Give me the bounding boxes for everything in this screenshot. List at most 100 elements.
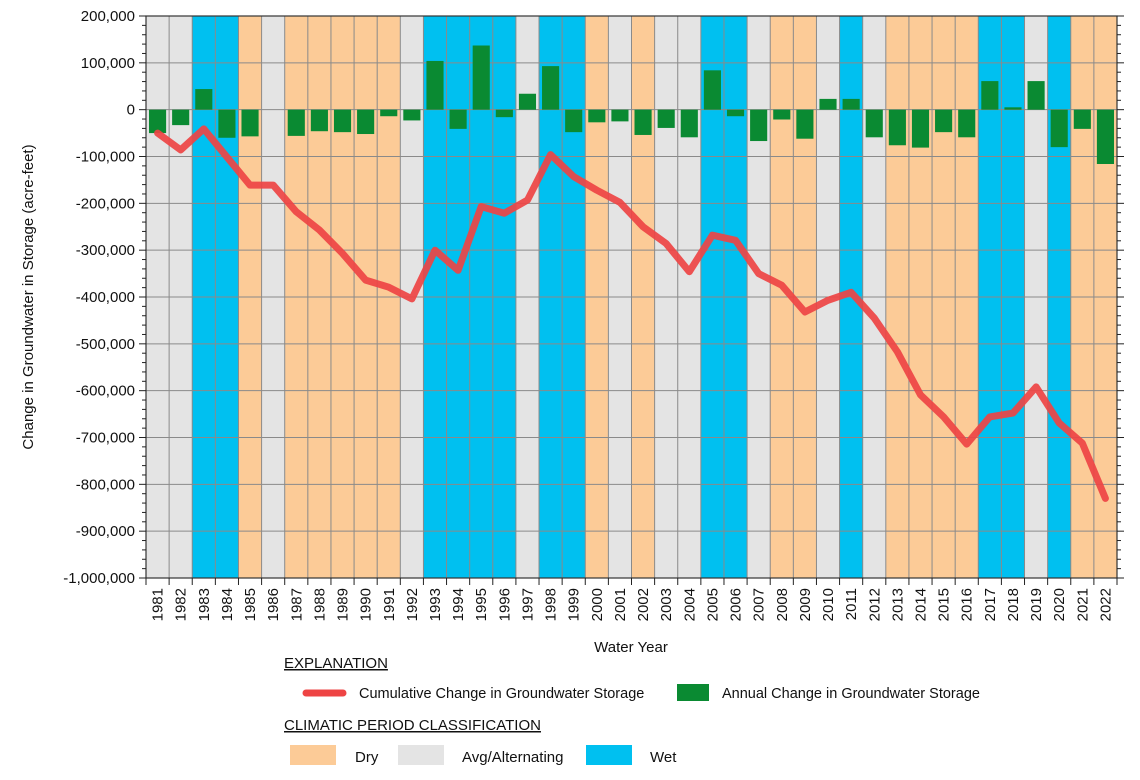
x-tick-label: 2009 [797,588,814,621]
bar-1998 [542,66,560,110]
legend-wet-label: Wet [650,749,677,766]
legend-cumulative-label: Cumulative Change in Groundwater Storage [359,686,644,702]
legend-avg-swatch [398,745,444,765]
bar-1997 [518,93,537,110]
bar-2010 [819,98,837,110]
x-tick-label: 2003 [658,588,675,621]
x-tick-label: 1994 [450,588,467,621]
bar-2001 [611,109,629,122]
x-tick-label: 2002 [635,588,652,621]
y-tick-label: -700,000 [76,430,135,447]
x-tick-label: 2000 [589,588,606,621]
bar-2017 [981,81,999,110]
legend-avg-label: Avg/Alternating [462,749,563,766]
y-axis-label: Change in Groundwater in Storage (acre-f… [20,144,37,449]
x-tick-label: 1993 [427,588,444,621]
x-tick-label: 1982 [173,588,190,621]
legend-classification-title: CLIMATIC PERIOD CLASSIFICATION [284,717,541,734]
bar-1981 [149,109,167,134]
x-tick-label: 2006 [728,588,745,621]
bar-1991 [380,109,398,117]
x-tick-label: 2016 [959,588,976,621]
legend-wet-swatch [586,745,632,765]
x-axis-label: Water Year [594,639,668,656]
x-tick-label: 2013 [889,588,906,621]
x-tick-label: 1999 [566,588,583,621]
y-tick-label: -400,000 [76,289,135,306]
bar-1995 [472,45,490,110]
bar-1983 [195,89,213,110]
x-tick-label: 2008 [774,588,791,621]
bar-2015 [935,109,953,133]
bar-1994 [449,109,467,129]
x-tick-label: 2021 [1074,588,1091,621]
y-tick-label: 200,000 [81,8,135,25]
x-tick-label: 2018 [1005,588,1022,621]
x-tick-label: 1991 [381,588,398,621]
bar-2016 [958,109,976,138]
bar-2008 [773,109,791,120]
x-tick-label: 2012 [866,588,883,621]
bar-2022 [1096,109,1114,164]
bar-2000 [588,109,606,123]
legend-annual-label: Annual Change in Groundwater Storage [722,686,980,702]
bar-2019 [1027,81,1045,110]
x-tick-label: 1986 [265,588,282,621]
x-tick-label: 1997 [519,588,536,621]
bar-1990 [357,109,375,135]
x-tick-label: 2005 [704,588,721,621]
legend-annual-swatch [677,684,709,701]
bar-2009 [796,109,814,139]
bar-2018 [1004,107,1022,110]
bar-1982 [172,109,190,126]
y-tick-label: 100,000 [81,55,135,72]
bar-1993 [426,60,444,110]
x-tick-label: 1996 [496,588,513,621]
x-tick-label: 1981 [150,588,167,621]
bar-1988 [310,109,328,132]
x-tick-label: 2007 [751,588,768,621]
bar-2012 [865,109,883,138]
x-tick-label: 2004 [681,588,698,621]
axes: -1,000,000 -900,000 -800,000 -700,000 -600,0… [63,8,1124,621]
bar-1989 [333,109,352,133]
annual-bars [149,45,1114,164]
x-tick-label: 1984 [219,588,236,621]
x-tick-label: 1985 [242,588,259,621]
bar-2021 [1073,109,1091,129]
y-tick-label: 0 [127,102,135,119]
x-tick-label: 2019 [1028,588,1045,621]
x-tick-label: 1988 [311,588,328,621]
x-tick-label: 2017 [982,588,999,621]
x-tick-label: 1995 [473,588,490,621]
x-tick-label: 2020 [1051,588,1068,621]
bar-2014 [911,109,930,148]
y-tick-label: -300,000 [76,242,135,259]
y-tick-label: -1,000,000 [63,570,135,587]
bar-2020 [1050,109,1068,148]
bar-1992 [403,109,421,121]
x-tick-label: 1987 [288,588,305,621]
y-tick-label: -600,000 [76,383,135,400]
x-tick-label: 2014 [912,588,929,621]
bar-2005 [703,70,721,110]
bar-1984 [218,109,236,138]
x-tick-label: 1990 [358,588,375,621]
cumulative-line [154,125,1109,502]
bar-2003 [657,109,675,128]
x-tick-label: 1998 [543,588,560,621]
legend-dry-swatch [290,745,336,765]
x-tick-label: 2015 [936,588,953,621]
bar-2007 [750,109,768,142]
x-tick-label: 2001 [612,588,629,621]
bar-1987 [287,109,305,136]
bar-1996 [495,109,513,118]
y-tick-label: -900,000 [76,523,135,540]
y-tick-label: -500,000 [76,336,135,353]
y-tick-label: -800,000 [76,476,135,493]
bar-1985 [241,109,259,137]
x-tick-label: 1989 [335,588,352,621]
y-tick-label: -200,000 [76,195,135,212]
bar-2006 [726,109,745,117]
